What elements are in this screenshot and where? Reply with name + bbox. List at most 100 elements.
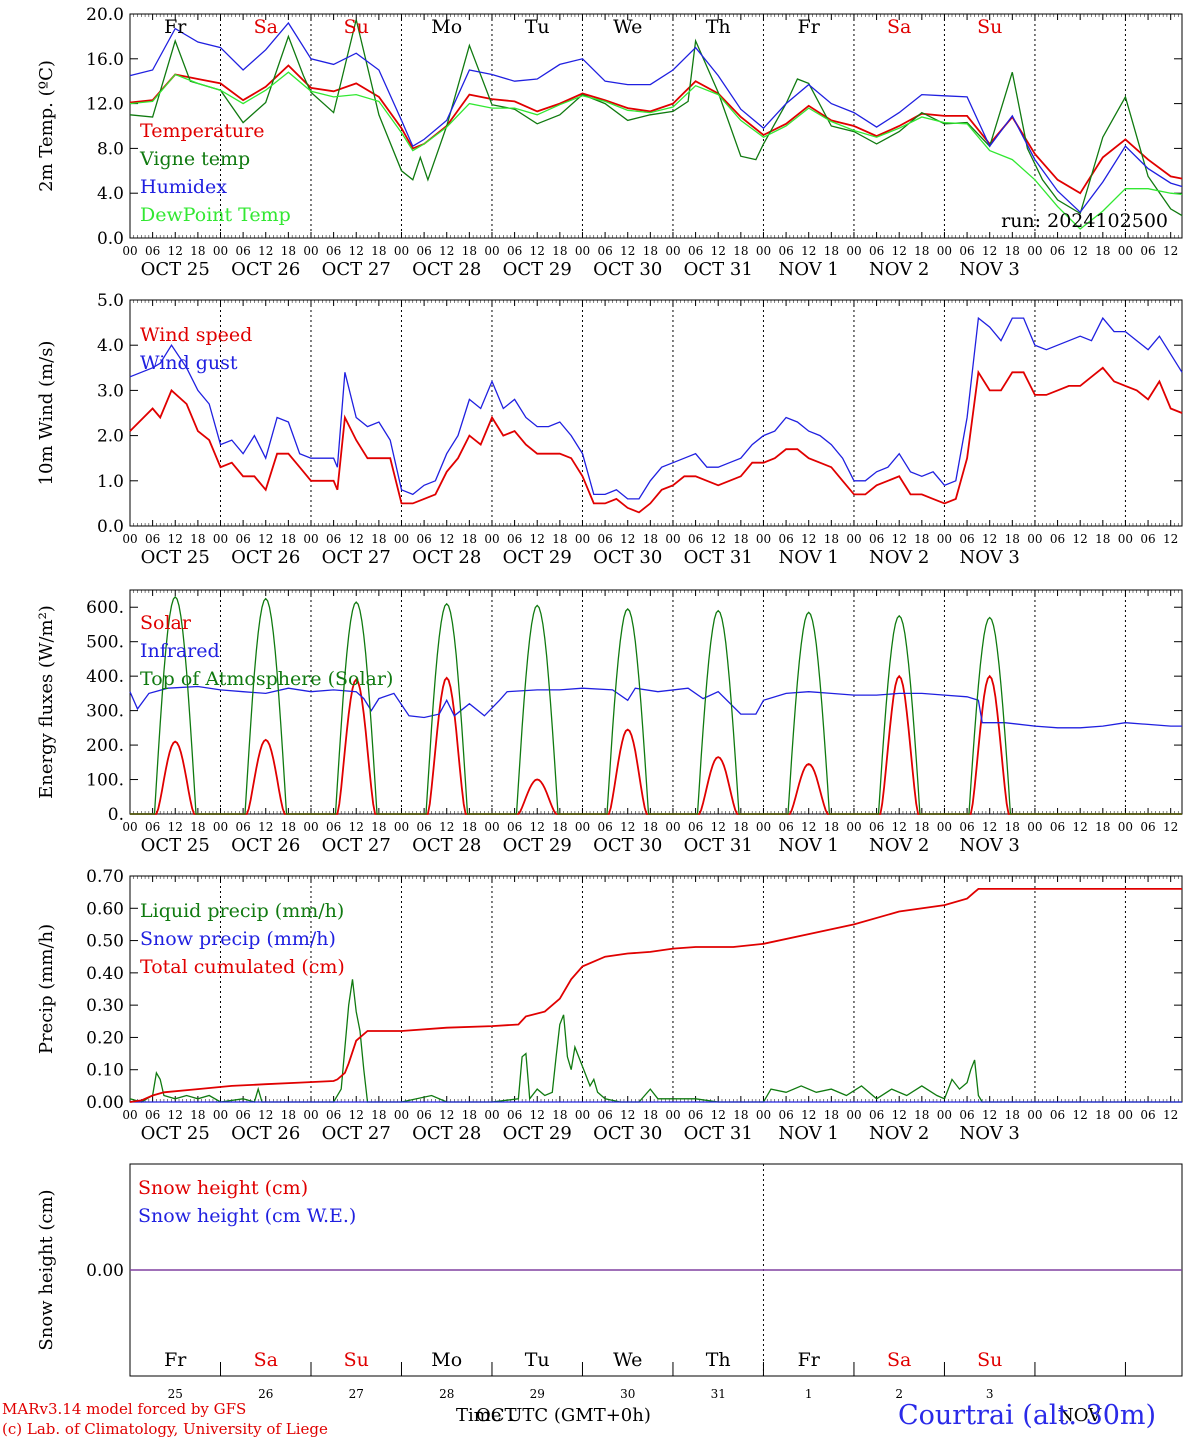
x-tick-label: 18: [552, 1108, 567, 1122]
y-tick-label: 0.40: [86, 964, 124, 984]
x-tick-label: 18: [1095, 244, 1110, 258]
day-name-bottom: Su: [977, 1349, 1002, 1371]
x-tick-label: 12: [439, 820, 454, 834]
legend-entry: Top of Atmosphere (Solar): [140, 668, 393, 690]
day-name-top: Sa: [254, 16, 278, 38]
day-name-top: Fr: [798, 16, 821, 38]
x-tick-label: 12: [168, 820, 183, 834]
x-tick-label: 12: [620, 1108, 635, 1122]
x-tick-label: 06: [507, 244, 522, 258]
x-tick-label: 06: [959, 1108, 974, 1122]
day-name-bottom: Mo: [431, 1349, 462, 1371]
x-tick-label: 00: [1027, 532, 1042, 546]
date-label: NOV 3: [960, 835, 1020, 856]
y-axis-label: 2m Temp. (ºC): [36, 60, 57, 192]
x-tick-label: 18: [462, 820, 477, 834]
date-label: OCT 28: [412, 1123, 481, 1144]
x-tick-label: 18: [281, 820, 296, 834]
x-tick-label: 06: [416, 1108, 431, 1122]
x-tick-label: 12: [1163, 244, 1178, 258]
y-tick-label: 300.: [86, 702, 124, 722]
date-label: OCT 30: [593, 547, 662, 568]
x-tick-label: 06: [1050, 820, 1065, 834]
x-tick-label: 06: [326, 244, 341, 258]
day-name-bottom: Fr: [164, 1349, 187, 1371]
x-tick-label: 12: [349, 820, 364, 834]
y-tick-label: 0.70: [86, 867, 124, 887]
x-tick-label: 12: [982, 820, 997, 834]
x-tick-label: 12: [258, 532, 273, 546]
day-number: 26: [258, 1387, 273, 1401]
x-tick-label: 06: [235, 532, 250, 546]
x-tick-label: 06: [688, 244, 703, 258]
date-label: OCT 25: [141, 835, 210, 856]
x-tick-label: 06: [597, 244, 612, 258]
day-number: 2: [895, 1387, 903, 1401]
x-tick-label: 12: [168, 1108, 183, 1122]
day-name-top: Su: [344, 16, 369, 38]
date-label: OCT 25: [141, 259, 210, 280]
x-tick-label: 12: [711, 820, 726, 834]
x-tick-label: 12: [258, 1108, 273, 1122]
x-tick-label: 12: [892, 820, 907, 834]
y-tick-label: 0.30: [86, 996, 124, 1016]
run-label: run: 2024102500: [1001, 210, 1168, 232]
x-tick-label: 00: [303, 820, 318, 834]
x-tick-label: 06: [597, 1108, 612, 1122]
x-tick-label: 00: [484, 244, 499, 258]
x-tick-label: 18: [190, 532, 205, 546]
x-tick-label: 12: [530, 820, 545, 834]
x-tick-label: 00: [937, 1108, 952, 1122]
date-label: NOV 2: [869, 547, 929, 568]
date-label: OCT 25: [141, 1123, 210, 1144]
x-tick-label: 18: [643, 820, 658, 834]
legend-entry: Wind gust: [140, 352, 238, 374]
y-tick-label: 20.0: [86, 5, 124, 25]
x-tick-label: 12: [892, 532, 907, 546]
x-tick-label: 18: [371, 1108, 386, 1122]
series-line-vigne-temp: [129, 19, 1183, 217]
x-tick-label: 00: [756, 820, 771, 834]
x-tick-label: 12: [1073, 1108, 1088, 1122]
legend-entry: DewPoint Temp: [140, 204, 291, 226]
x-tick-label: 06: [235, 820, 250, 834]
y-tick-label: 600.: [86, 598, 124, 618]
x-tick-label: 06: [778, 532, 793, 546]
day-number: 31: [711, 1387, 726, 1401]
x-tick-label: 12: [1073, 532, 1088, 546]
x-tick-label: 18: [1095, 820, 1110, 834]
x-tick-label: 00: [937, 244, 952, 258]
day-name-top: Su: [977, 16, 1002, 38]
x-tick-label: 12: [1163, 1108, 1178, 1122]
x-tick-label: 06: [1050, 1108, 1065, 1122]
legend-entry: Snow height (cm): [138, 1177, 308, 1199]
x-tick-label: 06: [597, 532, 612, 546]
day-name-top: Sa: [887, 16, 911, 38]
x-tick-label: 18: [733, 532, 748, 546]
x-tick-label: 12: [620, 820, 635, 834]
x-tick-label: 00: [846, 244, 861, 258]
x-tick-label: 18: [1095, 532, 1110, 546]
date-label: OCT 28: [412, 259, 481, 280]
x-tick-label: 18: [371, 820, 386, 834]
x-tick-label: 06: [869, 1108, 884, 1122]
day-number: 28: [439, 1387, 454, 1401]
date-label: NOV 1: [779, 1123, 839, 1144]
date-label: NOV 2: [869, 259, 929, 280]
x-tick-label: 12: [620, 532, 635, 546]
date-label: OCT 27: [322, 1123, 391, 1144]
y-tick-label: 2.0: [97, 427, 124, 447]
date-label: OCT 31: [684, 547, 753, 568]
x-tick-label: 12: [1163, 532, 1178, 546]
date-label: NOV 1: [779, 835, 839, 856]
x-tick-label: 00: [756, 244, 771, 258]
x-tick-label: 06: [1140, 1108, 1155, 1122]
date-label: NOV 1: [779, 259, 839, 280]
x-tick-label: 12: [349, 1108, 364, 1122]
x-tick-label: 18: [914, 244, 929, 258]
x-tick-label: 06: [416, 820, 431, 834]
x-tick-label: 12: [168, 532, 183, 546]
x-tick-label: 12: [349, 532, 364, 546]
day-name-top: Fr: [164, 16, 187, 38]
x-tick-label: 18: [914, 1108, 929, 1122]
